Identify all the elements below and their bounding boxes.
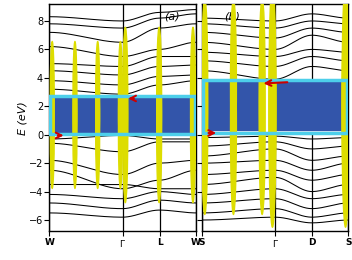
Circle shape (190, 27, 195, 170)
Bar (50, 96, 195, 134)
Circle shape (269, 7, 276, 206)
Circle shape (269, 0, 276, 185)
Circle shape (123, 60, 128, 203)
Bar (203, 80, 347, 133)
Text: (b): (b) (224, 12, 240, 22)
Circle shape (157, 27, 162, 170)
Circle shape (50, 75, 54, 188)
Circle shape (96, 42, 100, 155)
Bar (50, 96, 195, 134)
Bar (49, 95, 196, 135)
Circle shape (342, 7, 349, 206)
Circle shape (342, 28, 349, 227)
Bar (203, 81, 264, 132)
Circle shape (231, 0, 237, 169)
Bar (124, 96, 194, 134)
Circle shape (118, 42, 122, 155)
Circle shape (259, 44, 265, 214)
Bar (271, 81, 347, 132)
Y-axis label: E (eV): E (eV) (17, 101, 27, 134)
Circle shape (190, 60, 195, 203)
Circle shape (259, 0, 265, 169)
Circle shape (96, 75, 100, 188)
Text: (a): (a) (164, 12, 179, 22)
Bar (51, 96, 122, 134)
Circle shape (202, 0, 208, 169)
Circle shape (50, 42, 54, 155)
Circle shape (73, 42, 77, 155)
Circle shape (118, 75, 122, 188)
Circle shape (202, 44, 208, 214)
Circle shape (342, 0, 349, 185)
Bar (203, 80, 347, 133)
Circle shape (269, 28, 276, 227)
Bar (202, 79, 348, 133)
Circle shape (123, 27, 128, 170)
Circle shape (157, 60, 162, 203)
Circle shape (231, 44, 237, 214)
Circle shape (73, 75, 77, 188)
